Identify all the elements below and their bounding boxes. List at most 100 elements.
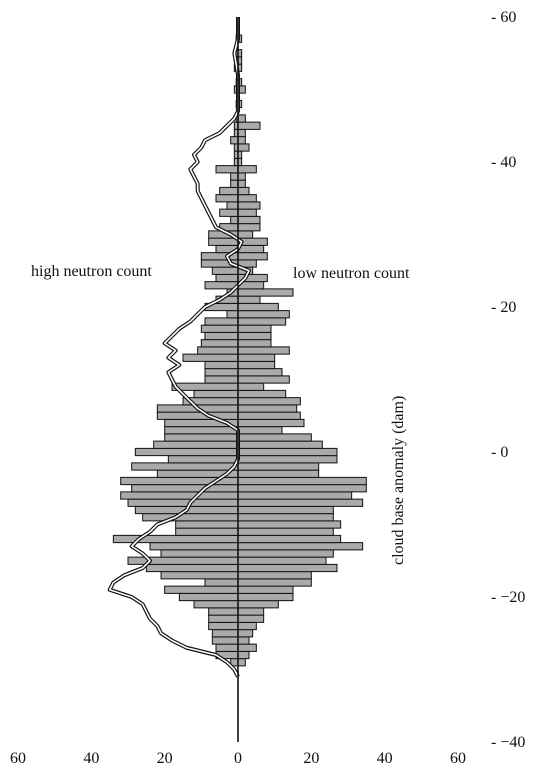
low-neutron-bar [237,658,246,667]
low-neutron-bar [237,252,268,261]
high-neutron-bar [230,172,239,181]
high-neutron-bar [127,556,239,565]
high-neutron-bar [230,136,239,145]
high-neutron-bar [142,513,239,522]
high-neutron-bar [226,201,239,210]
high-neutron-bar [171,382,239,391]
high-neutron-bar [208,607,239,616]
low-neutron-bar [237,556,327,565]
y-tick-label: - −20 [491,589,525,606]
low-neutron-bar [237,375,290,384]
annotation-low-neutron-count: low neutron count [293,265,410,282]
high-neutron-bar [164,585,239,594]
x-tick-label: 20 [303,750,319,767]
low-neutron-bar [237,571,312,580]
low-neutron-bar [237,614,265,623]
low-neutron-bar [237,592,294,602]
high-neutron-bar [160,549,239,558]
high-neutron-bar [211,266,239,275]
low-neutron-bar [237,389,287,399]
low-neutron-bar [237,629,254,638]
high-neutron-bar [112,534,239,544]
low-neutron-bar [237,346,290,355]
low-neutron-bar [237,621,257,631]
low-neutron-bar [237,382,265,391]
low-neutron-bar [237,339,272,348]
low-neutron-bar [237,433,312,442]
high-neutron-bar [204,578,239,587]
y-tick-label: - 0 [491,444,508,461]
low-neutron-bar [237,360,276,370]
low-neutron-bar [237,201,261,210]
low-neutron-bar [237,563,338,573]
high-neutron-bar [200,324,239,333]
low-neutron-bar [237,643,257,652]
high-neutron-bar [211,636,239,645]
low-neutron-bar [237,331,272,341]
low-neutron-bar [237,542,364,551]
low-neutron-bar [237,230,254,239]
low-neutron-bar [237,172,246,181]
high-neutron-bar [215,165,239,174]
low-neutron-bar [237,505,334,515]
high-neutron-bar [149,542,239,551]
low-neutron-bar [237,136,246,145]
high-neutron-bar [204,360,239,370]
high-neutron-bar [156,411,239,420]
low-neutron-bar [237,484,367,493]
high-neutron-bar [230,215,239,225]
low-neutron-bar [237,194,257,203]
high-neutron-bar [175,520,239,529]
low-neutron-bar [237,636,250,645]
low-neutron-bar [237,310,290,319]
high-neutron-bar [219,208,239,217]
x-tick-label: 20 [157,750,173,767]
y-tick-label: - 60 [491,9,516,26]
x-tick-label: 60 [10,750,26,767]
high-neutron-bar [182,353,239,362]
low-neutron-bar [237,317,287,326]
x-tick-label: 60 [450,750,466,767]
low-neutron-bar [237,223,261,232]
low-neutron-bar [237,520,342,529]
low-neutron-bar [237,165,257,174]
high-neutron-bar [175,527,239,536]
low-neutron-bar [237,491,353,500]
difference-profile [107,17,251,678]
high-neutron-bar [204,368,239,377]
low-neutron-bar [237,186,250,196]
y-axis-tick-labels: - 60 - 40 - 20 - 0 - −20 - −40 [491,9,525,751]
y-axis-title: cloud base anomaly (dam) [390,396,407,565]
high-neutron-bar [204,317,239,326]
low-neutron-bar [237,324,272,333]
low-neutron-bar [237,404,298,413]
low-neutron-bar [237,455,338,464]
high-neutron-bar [208,614,239,623]
low-neutron-bar [237,128,246,138]
low-neutron-bar [237,411,301,420]
high-neutron-bar [219,186,239,196]
low-neutron-bar [237,143,250,152]
x-tick-label: 40 [377,750,393,767]
high-neutron-bar [200,339,239,348]
low-neutron-bar [237,418,305,428]
high-neutron-bar [145,563,239,573]
low-neutron-bar [237,578,312,587]
low-neutron-bar [237,527,334,536]
low-neutron-bar [237,600,279,609]
low-neutron-bar [237,426,283,435]
high-neutron-bar [230,179,239,188]
y-tick-label: - 40 [491,154,516,171]
low-neutron-bar [237,179,246,188]
low-neutron-bar [237,607,265,616]
low-neutron-bar [237,447,338,457]
low-neutron-bar [237,368,283,377]
low-neutron-bar [237,121,261,130]
high-neutron-bar [193,600,239,609]
high-neutron-bar [127,498,239,507]
high-neutron-bar [215,643,239,652]
high-neutron-bar [208,621,239,631]
low-neutron-bar [237,585,294,594]
